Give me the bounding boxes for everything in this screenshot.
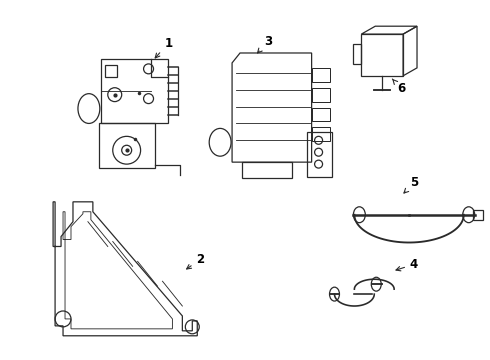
- Bar: [242, 162, 292, 178]
- Bar: [473, 210, 483, 220]
- Bar: [312, 68, 329, 82]
- Text: 3: 3: [258, 35, 272, 53]
- Bar: [361, 34, 403, 76]
- Bar: [312, 108, 329, 121]
- Bar: [353, 44, 361, 64]
- Bar: [307, 132, 332, 177]
- Text: 4: 4: [396, 258, 418, 271]
- Text: 1: 1: [155, 37, 172, 58]
- Text: 6: 6: [392, 79, 405, 95]
- Text: 2: 2: [187, 253, 204, 269]
- Bar: [105, 65, 117, 77]
- Bar: [99, 123, 154, 168]
- Bar: [312, 88, 329, 102]
- Text: 5: 5: [404, 176, 418, 193]
- Bar: [101, 59, 169, 123]
- Bar: [312, 127, 329, 141]
